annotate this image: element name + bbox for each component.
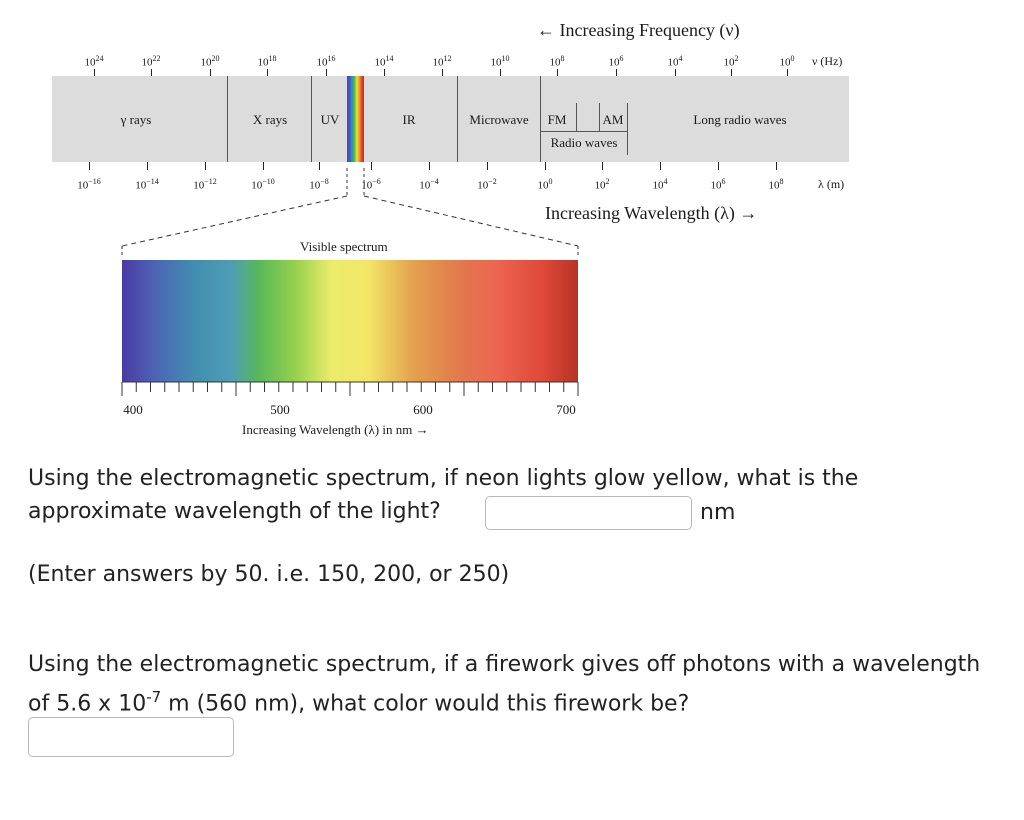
frequency-tick-mark xyxy=(151,69,152,76)
wavelength-tick-mark xyxy=(147,162,148,170)
visible-tick-label: 600 xyxy=(413,402,433,417)
frequency-tick-label: 1018 xyxy=(257,54,277,69)
region-uv: UV xyxy=(320,112,340,127)
wavelength-tick-mark xyxy=(89,162,90,170)
spectrum-band xyxy=(52,76,849,162)
wavelength-tick-label: 10−4 xyxy=(419,177,439,192)
visible-tick-label: 500 xyxy=(270,402,290,417)
radio-box-line xyxy=(540,131,627,132)
wavelength-tick-label: 108 xyxy=(768,177,784,192)
wavelength-tick-label: 10−8 xyxy=(309,177,329,192)
frequency-tick-label: 102 xyxy=(723,54,739,69)
wavelength-tick-label: 10−12 xyxy=(193,177,217,192)
visible-strip xyxy=(347,76,364,162)
question-2: Using the electromagnetic spectrum, if a… xyxy=(28,648,988,720)
wavelength-tick-label: 10−2 xyxy=(477,177,497,192)
frequency-tick-mark xyxy=(442,69,443,76)
divider-am-right xyxy=(627,103,628,155)
wavelength-unit-label: λ (m) xyxy=(818,177,845,191)
wavelength-tick-label: 10−10 xyxy=(251,177,275,192)
divider-microwave xyxy=(457,76,458,162)
question-2-answer-input[interactable] xyxy=(28,717,234,757)
divider-xray xyxy=(227,76,228,162)
wavelength-tick-mark xyxy=(545,162,546,170)
visible-tick-label: 400 xyxy=(123,402,143,417)
frequency-tick-mark xyxy=(500,69,501,76)
wavelength-tick-label: 106 xyxy=(710,177,726,192)
question-1-text: Using the electromagnetic spectrum, if n… xyxy=(28,466,859,524)
question-1-answer-input[interactable] xyxy=(485,496,692,530)
wavelength-tick-mark xyxy=(487,162,488,170)
frequency-tick-label: 1014 xyxy=(374,54,394,69)
frequency-tick-mark xyxy=(787,69,788,76)
frequency-tick-label: 100 xyxy=(779,54,795,69)
wavelength-tick-mark xyxy=(371,162,372,170)
region-microwave: Microwave xyxy=(469,112,529,127)
wavelength-tick-mark xyxy=(263,162,264,170)
question-1-unit: nm xyxy=(700,500,736,525)
wavelength-tick-mark xyxy=(660,162,661,170)
frequency-tick-label: 106 xyxy=(608,54,624,69)
wavelength-tick-mark xyxy=(718,162,719,170)
frequency-tick-label: 108 xyxy=(549,54,565,69)
wavelength-tick-label: 10−16 xyxy=(77,177,101,192)
wavelength-tick-mark xyxy=(319,162,320,170)
frequency-tick-mark xyxy=(267,69,268,76)
wavelength-axis-title: Increasing Wavelength (λ) → xyxy=(545,203,758,223)
frequency-tick-label: 1022 xyxy=(141,54,161,69)
divider-uv xyxy=(311,76,312,162)
wavelength-tick-mark xyxy=(776,162,777,170)
frequency-tick-mark xyxy=(210,69,211,76)
wavelength-tick-label: 10−6 xyxy=(361,177,381,192)
frequency-tick-label: 1020 xyxy=(200,54,220,69)
frequency-tick-mark xyxy=(557,69,558,76)
frequency-tick-mark xyxy=(384,69,385,76)
frequency-tick-label: 1024 xyxy=(84,54,104,69)
question-2-text-before: Using the electromagnetic spectrum, if a… xyxy=(28,652,981,717)
region-radio: Radio waves xyxy=(550,135,618,150)
wavelength-tick-label: 10−14 xyxy=(135,177,159,192)
divider-fm-am xyxy=(576,103,577,131)
wavelength-tick-label: 104 xyxy=(652,177,668,192)
region-long-radio: Long radio waves xyxy=(693,112,787,127)
region-xray: X rays xyxy=(252,112,288,127)
frequency-tick-label: 1010 xyxy=(490,54,510,69)
frequency-tick-mark xyxy=(731,69,732,76)
frequency-tick-mark xyxy=(675,69,676,76)
region-fm: FM xyxy=(547,112,567,127)
frequency-axis-title: ← Increasing Frequency (ν) xyxy=(537,20,740,40)
divider-am-left xyxy=(599,103,600,131)
question-2-text-after: m (560 nm), what color would this firewo… xyxy=(161,691,690,717)
frequency-tick-label: 1016 xyxy=(316,54,336,69)
region-gamma: γ rays xyxy=(120,112,152,127)
region-ir: IR xyxy=(402,112,416,127)
wavelength-tick-label: 100 xyxy=(537,177,553,192)
visible-spectrum-gradient xyxy=(122,260,578,382)
frequency-tick-mark xyxy=(616,69,617,76)
divider-radio xyxy=(540,76,541,162)
question-2-exponent: -7 xyxy=(146,688,162,706)
frequency-tick-label: 104 xyxy=(667,54,683,69)
frequency-unit-label: ν (Hz) xyxy=(812,54,843,68)
frequency-tick-mark xyxy=(326,69,327,76)
visible-guide-lines xyxy=(121,168,579,258)
wavelength-tick-mark xyxy=(602,162,603,170)
wavelength-tick-label: 102 xyxy=(594,177,610,192)
visible-spectrum-title: Visible spectrum xyxy=(300,239,388,254)
question-1: Using the electromagnetic spectrum, if n… xyxy=(28,462,988,528)
visible-scale xyxy=(121,381,579,396)
wavelength-tick-mark xyxy=(429,162,430,170)
visible-axis-label: Increasing Wavelength (λ) in nm → xyxy=(242,422,429,437)
frequency-tick-label: 1012 xyxy=(432,54,452,69)
visible-tick-label: 700 xyxy=(556,402,576,417)
wavelength-tick-mark xyxy=(205,162,206,170)
question-1-hint: (Enter answers by 50. i.e. 150, 200, or … xyxy=(28,562,510,587)
region-am: AM xyxy=(602,112,624,127)
frequency-tick-mark xyxy=(94,69,95,76)
